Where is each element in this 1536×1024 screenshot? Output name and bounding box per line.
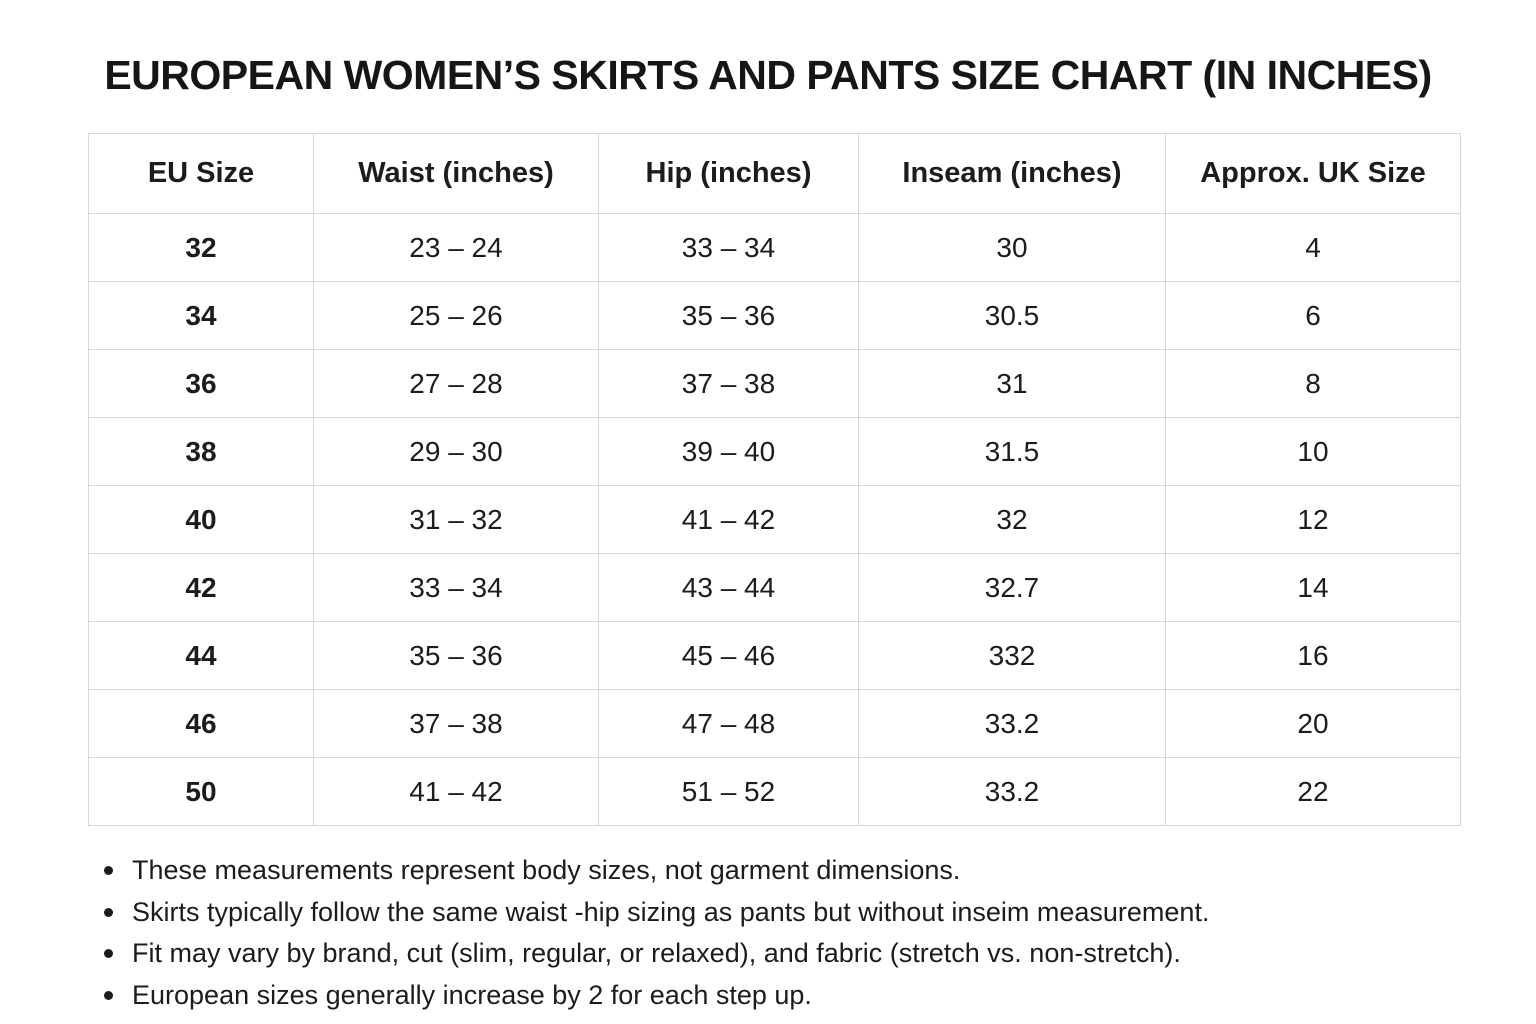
cell-eu-size: 40 (88, 485, 314, 554)
note-item: These measurements represent body sizes,… (102, 850, 1209, 892)
table-row: 44 35 – 36 45 – 46 332 16 (88, 621, 1461, 690)
bullet-icon (104, 990, 113, 1000)
cell-waist: 35 – 36 (313, 621, 599, 690)
cell-waist: 31 – 32 (313, 485, 599, 554)
cell-waist: 33 – 34 (313, 553, 599, 622)
note-item: European sizes generally increase by 2 f… (102, 975, 1209, 1017)
cell-uk-size: 10 (1165, 417, 1461, 486)
cell-waist: 27 – 28 (313, 349, 599, 418)
cell-inseam: 332 (858, 621, 1166, 690)
cell-eu-size: 46 (88, 689, 314, 758)
cell-waist: 25 – 26 (313, 281, 599, 350)
note-text: Skirts typically follow the same waist -… (132, 896, 1210, 927)
note-item: Fit may vary by brand, cut (slim, regula… (102, 933, 1209, 975)
column-header-hip-inches: Hip (inches) (598, 133, 859, 214)
cell-hip: 35 – 36 (598, 281, 859, 350)
table-row: 36 27 – 28 37 – 38 31 8 (88, 349, 1461, 418)
table-row: 34 25 – 26 35 – 36 30.5 6 (88, 281, 1461, 350)
cell-inseam: 33.2 (858, 757, 1166, 826)
cell-waist: 37 – 38 (313, 689, 599, 758)
cell-eu-size: 32 (88, 213, 314, 282)
note-item: Skirts typically follow the same waist -… (102, 892, 1209, 934)
column-header-waist-inches: Waist (inches) (313, 133, 599, 214)
cell-uk-size: 12 (1165, 485, 1461, 554)
cell-uk-size: 4 (1165, 213, 1461, 282)
table-header-row: EU Size Waist (inches) Hip (inches) Inseam … (88, 133, 1461, 214)
cell-hip: 37 – 38 (598, 349, 859, 418)
cell-inseam: 31.5 (858, 417, 1166, 486)
cell-waist: 29 – 30 (313, 417, 599, 486)
cell-hip: 39 – 40 (598, 417, 859, 486)
cell-hip: 47 – 48 (598, 689, 859, 758)
bullet-icon (104, 907, 113, 917)
table-row: 46 37 – 38 47 – 48 33.2 20 (88, 689, 1461, 758)
cell-hip: 51 – 52 (598, 757, 859, 826)
cell-inseam: 30 (858, 213, 1166, 282)
table-row: 32 23 – 24 33 – 34 30 4 (88, 213, 1461, 282)
cell-waist: 23 – 24 (313, 213, 599, 282)
table-row: 42 33 – 34 43 – 44 32.7 14 (88, 553, 1461, 622)
note-text: These measurements represent body sizes,… (132, 855, 961, 885)
page-title: EUROPEAN WOMEN’S SKIRTS AND PANTS SIZE C… (104, 52, 1432, 98)
cell-inseam: 33.2 (858, 689, 1166, 758)
cell-hip: 33 – 34 (598, 213, 859, 282)
column-header-inseam-inches: Inseam (inches) (858, 133, 1166, 214)
cell-uk-size: 6 (1165, 281, 1461, 350)
cell-eu-size: 44 (88, 621, 314, 690)
bullet-icon (104, 866, 113, 875)
cell-inseam: 32.7 (858, 553, 1166, 622)
table-row: 40 31 – 32 41 – 42 32 12 (88, 485, 1461, 554)
note-text: Fit may vary by brand, cut (slim, regula… (132, 938, 1181, 968)
cell-uk-size: 16 (1165, 621, 1461, 690)
note-text: European sizes generally increase by 2 f… (132, 979, 812, 1010)
cell-eu-size: 34 (88, 281, 314, 350)
cell-eu-size: 36 (88, 349, 314, 418)
cell-uk-size: 14 (1165, 553, 1461, 622)
size-chart-table: EU Size Waist (inches) Hip (inches) Inseam … (88, 133, 1461, 826)
cell-eu-size: 50 (88, 757, 314, 826)
bullet-icon (104, 949, 113, 958)
cell-inseam: 32 (858, 485, 1166, 554)
notes-list: These measurements represent body sizes,… (102, 850, 1209, 1016)
cell-hip: 41 – 42 (598, 485, 859, 554)
cell-eu-size: 38 (88, 417, 314, 486)
table-row: 50 41 – 42 51 – 52 33.2 22 (88, 757, 1461, 826)
cell-waist: 41 – 42 (313, 757, 599, 826)
cell-uk-size: 20 (1165, 689, 1461, 758)
cell-hip: 43 – 44 (598, 553, 859, 622)
cell-inseam: 30.5 (858, 281, 1166, 350)
cell-uk-size: 22 (1165, 757, 1461, 826)
cell-inseam: 31 (858, 349, 1166, 418)
cell-hip: 45 – 46 (598, 621, 859, 690)
column-header-eu-size: EU Size (88, 133, 314, 214)
column-header-approx-uk-size: Approx. UK Size (1165, 133, 1461, 214)
cell-eu-size: 42 (88, 553, 314, 622)
table-row: 38 29 – 30 39 – 40 31.5 10 (88, 417, 1461, 486)
cell-uk-size: 8 (1165, 349, 1461, 418)
